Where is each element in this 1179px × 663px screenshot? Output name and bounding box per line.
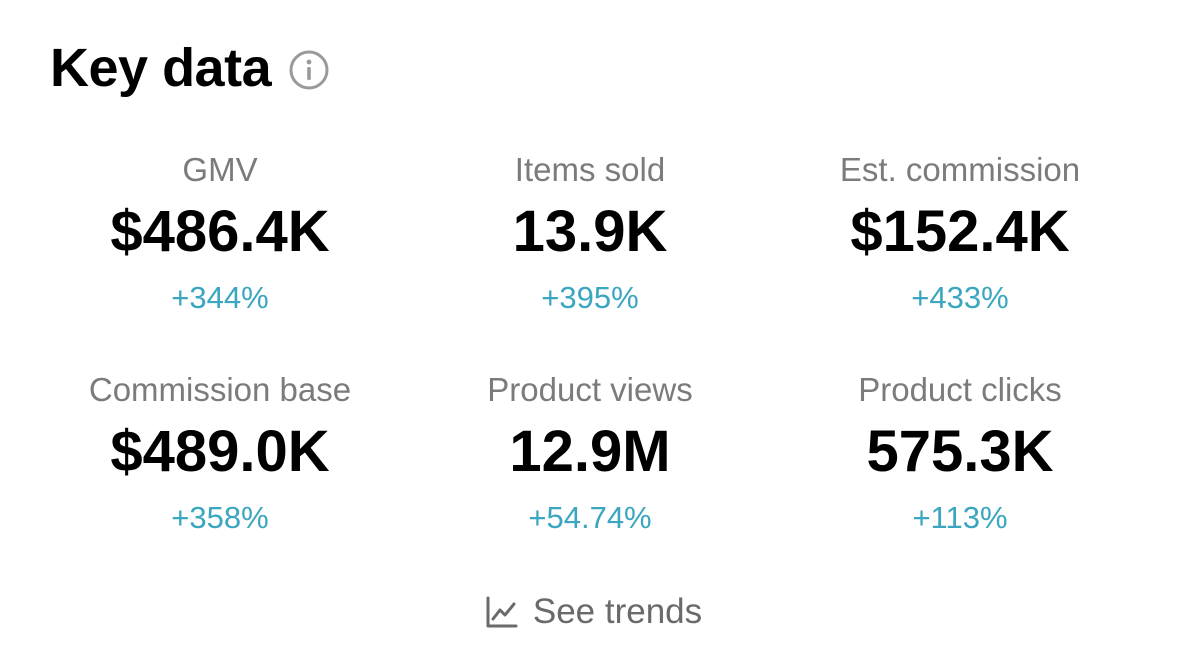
metric-value: 12.9M	[509, 419, 671, 484]
metric-label: Product clicks	[858, 371, 1062, 408]
metric-value: $152.4K	[850, 199, 1070, 264]
metric-change: +358%	[171, 500, 269, 535]
metric-value: 575.3K	[866, 419, 1054, 484]
metric-change: +54.74%	[528, 500, 652, 535]
metric-change: +433%	[911, 280, 1009, 315]
metric-change: +113%	[912, 500, 1008, 535]
metric-est-commission[interactable]: Est. commission $152.4K +433%	[775, 148, 1145, 368]
metric-value: 13.9K	[512, 199, 668, 264]
see-trends-link[interactable]: See trends	[485, 590, 702, 634]
metric-product-clicks[interactable]: Product clicks 575.3K +113%	[775, 368, 1145, 588]
metric-change: +344%	[171, 280, 269, 315]
metric-commission-base[interactable]: Commission base $489.0K +358%	[35, 368, 405, 588]
metric-label: Items sold	[514, 151, 666, 188]
metric-value: $489.0K	[110, 419, 330, 484]
metric-change: +395%	[541, 280, 639, 315]
metric-items-sold[interactable]: Items sold 13.9K +395%	[405, 148, 775, 368]
see-trends-label: See trends	[532, 592, 703, 631]
metric-gmv[interactable]: GMV $486.4K +344%	[35, 148, 405, 368]
page-title: Key data	[50, 38, 272, 98]
key-data-header: Key data	[50, 30, 329, 106]
metric-label: Est. commission	[839, 151, 1081, 188]
metric-product-views[interactable]: Product views 12.9M +54.74%	[405, 368, 775, 588]
line-chart-icon	[485, 595, 519, 629]
info-icon[interactable]	[289, 50, 329, 90]
metrics-grid: GMV $486.4K +344% Items sold 13.9K +395%…	[35, 148, 1145, 588]
trends-footer: See trends	[0, 588, 1179, 636]
metric-label: Commission base	[88, 371, 352, 408]
metric-label: Product views	[487, 371, 693, 408]
metric-value: $486.4K	[110, 199, 330, 264]
metric-label: GMV	[182, 151, 258, 188]
